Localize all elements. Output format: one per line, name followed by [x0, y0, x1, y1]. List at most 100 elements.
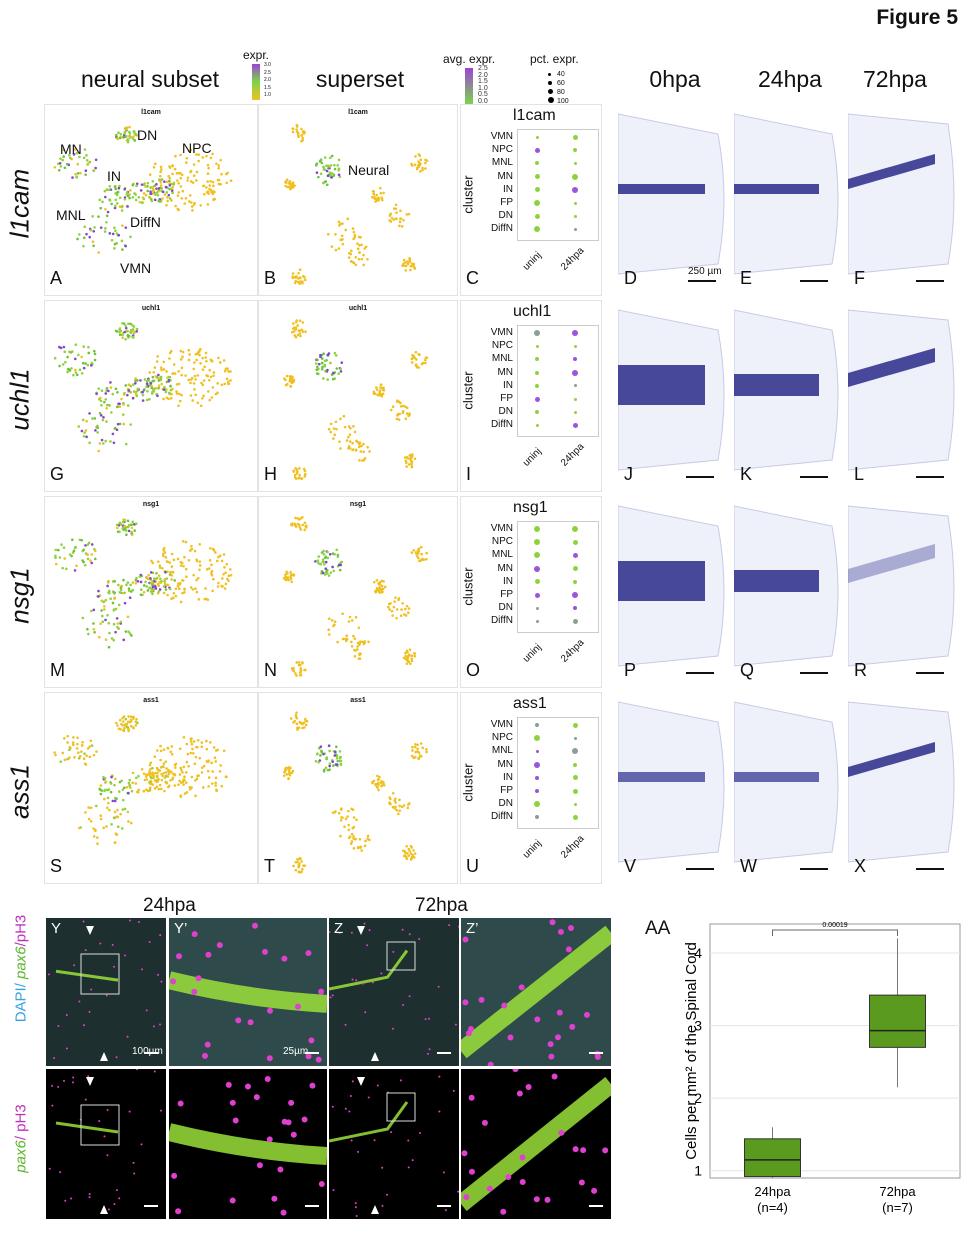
panel-label: U	[466, 856, 479, 876]
dotplot-cluster-label: MN	[497, 562, 513, 574]
dotplot-cluster-label: IN	[503, 771, 513, 783]
dotplot-dot	[535, 606, 539, 610]
micrograph-8	[461, 1069, 611, 1219]
micrograph-6	[169, 1069, 327, 1219]
dotplot-dot	[535, 410, 539, 415]
cluster-label-npc: NPC	[182, 140, 212, 156]
dotplot-cluster-label: MN	[497, 758, 513, 770]
row-label-nsg1: nsg1	[4, 567, 35, 624]
y-tick-label: 4	[694, 945, 702, 961]
dotplot-cluster-label: MNL	[491, 745, 513, 757]
dotplot-dot	[535, 383, 539, 388]
chart-aa: AA 1 2 3 4 24hpa (n=4) 72hpa (n=7) 0.00019 Cells …	[620, 908, 968, 1238]
micrograph-drawing	[461, 1069, 611, 1215]
cluster-label-mnl: MNL	[56, 207, 86, 223]
ish-image-l1cam-0hpa: D	[618, 104, 730, 294]
panel-label: X	[854, 856, 867, 876]
dotplot-ass1: ass1 cluster VMN NPC MNL MN IN FP DN DiffN uninj 24…	[460, 692, 602, 884]
dotplot-dot	[535, 775, 539, 780]
pct-expr-legend-title: pct. expr.	[530, 52, 579, 66]
pct-expr-legend-items: 40 60 80 100	[548, 70, 569, 106]
scale-bar	[800, 280, 828, 282]
umap-points	[282, 515, 428, 677]
dotplot-x-label: uninj	[521, 838, 544, 861]
panel-label: M	[50, 660, 65, 680]
dotplot-x-label: uninj	[521, 446, 544, 469]
dotplot-title: ass1	[513, 695, 547, 712]
umap-title: nsg1	[142, 501, 160, 508]
panel-label: T	[264, 856, 275, 876]
dotplot-dot	[573, 214, 577, 218]
dotplot-dot	[572, 775, 578, 781]
dotplot-dot	[572, 748, 578, 755]
panel-label-aa: AA	[645, 918, 671, 939]
dotplot-dot	[534, 761, 540, 768]
micrograph-drawing	[329, 1075, 459, 1217]
panel-label: Q	[740, 660, 755, 680]
dotplot-cluster-label: DN	[498, 406, 513, 418]
scale-label-250um: 250 µm	[688, 266, 722, 277]
dotplot-dot	[573, 201, 577, 205]
panel-label: K	[740, 464, 753, 484]
dotplot-dot	[535, 161, 539, 166]
dotplot-frame	[517, 521, 599, 633]
umap-superset-uchl1: uchl1	[258, 300, 458, 492]
dotplot-cluster-label: IN	[503, 575, 513, 587]
dotplot-cluster-label: VMN	[490, 327, 513, 338]
panel-label: B	[264, 268, 277, 288]
scale-bar	[800, 868, 828, 870]
cluster-label-diffn: DiffN	[130, 214, 161, 230]
scale-bar	[916, 476, 944, 478]
dotplot-dot	[534, 539, 540, 546]
expr-legend-ticks: 3.0 2.5 2.0 1.5 1.0	[264, 62, 271, 98]
dotplot-cluster-label: MNL	[491, 549, 513, 561]
umap-superset-l1cam: l1cam	[258, 104, 458, 296]
panel-label: V	[624, 856, 637, 876]
umap-points	[53, 322, 232, 453]
col-header-24hpa: 24hpa	[758, 66, 822, 92]
panel-label: D	[624, 268, 637, 288]
dotplot-dot	[573, 344, 577, 348]
panel-label: H	[264, 464, 277, 484]
x-tick-label: 24hpa	[754, 1184, 791, 1199]
scale-bar	[916, 280, 944, 282]
dotplot-dot	[534, 579, 540, 585]
panel-label: N	[264, 660, 277, 680]
dotplot-dot	[573, 384, 577, 388]
dotplot-cluster-label: DiffN	[490, 615, 513, 627]
umap-points	[284, 123, 429, 285]
ish-image-nsg1-24hpa: Q	[734, 496, 844, 686]
umap-points	[54, 518, 233, 649]
scale-bar	[686, 672, 714, 674]
box-72hpa	[869, 994, 926, 1048]
dotplot-uchl1: uchl1 cluster VMN NPC MNL MN IN FP DN DiffN uninj 2…	[460, 300, 602, 492]
dotplot-dot	[572, 526, 578, 532]
micrograph-drawing	[46, 918, 166, 1066]
row-label-l1cam: l1cam	[4, 168, 35, 239]
dotplot-cluster-label: IN	[503, 183, 513, 195]
dotplot-dot	[572, 173, 578, 180]
panel-label: J	[624, 464, 633, 484]
ish-image-ass1-0hpa: V	[618, 692, 730, 882]
umap-title: nsg1	[349, 501, 367, 508]
dotplot-cluster-label: MN	[497, 366, 513, 378]
micrograph-5	[46, 1069, 166, 1219]
ish-drawing	[848, 309, 955, 471]
dotplot-cluster-label: VMN	[490, 719, 513, 730]
ish-drawing	[848, 505, 955, 667]
dotplot-frame	[517, 717, 599, 829]
scale-label-25um: 25µm	[283, 1046, 309, 1057]
micrograph-3: Z	[329, 918, 459, 1066]
dotplot-dot	[573, 227, 577, 231]
dotplot-dot	[535, 815, 539, 820]
dotplot-cluster-label: DiffN	[490, 811, 513, 823]
dotplot-dot	[572, 722, 578, 728]
dotplot-dot	[572, 814, 578, 820]
side-label-dapi-pax6-ph3: DAPI/ pax6/pH3	[12, 914, 30, 1023]
panel-label: P	[624, 660, 637, 680]
micrograph-drawing	[48, 1069, 162, 1214]
boxplot-svg: 1 2 3 4 24hpa(n=4) 72hpa(n=7) 0.00019 Cells per…	[683, 922, 961, 1215]
cluster-label-dn: DN	[137, 127, 158, 143]
cluster-label-neural: Neural	[348, 162, 390, 178]
micrograph-2: Y’	[169, 918, 327, 1066]
